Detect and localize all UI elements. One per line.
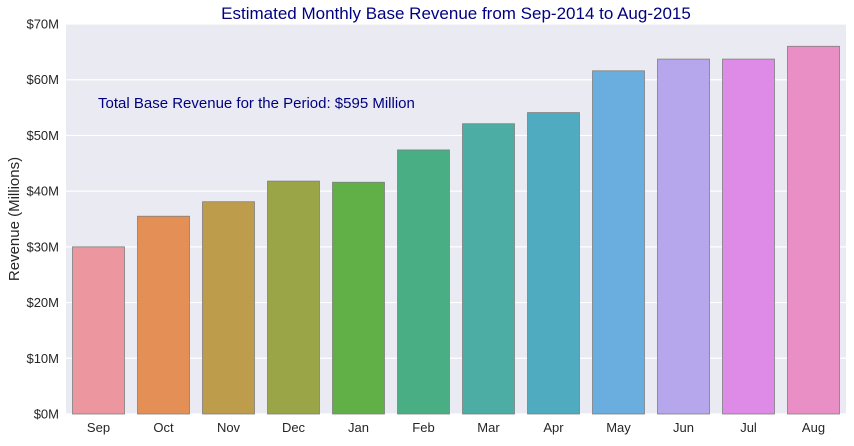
x-tick-label: May [606,420,631,435]
y-tick-label: $40M [26,184,59,199]
x-tick-label: Jul [740,420,757,435]
x-tick-label: Mar [477,420,500,435]
y-axis-label: Revenue (Millions) [6,157,23,281]
y-tick-label: $0M [34,407,59,422]
x-tick-label: Jan [348,420,369,435]
y-tick-label: $10M [26,351,59,366]
x-tick-label: Apr [543,420,564,435]
bar-jun [657,58,710,415]
total-revenue-annotation: Total Base Revenue for the Period: $595 … [98,95,415,112]
bar-dec [267,180,320,415]
bar-nov [202,201,255,415]
bar-sep [72,246,125,415]
bar-feb [397,149,450,415]
chart-title: Estimated Monthly Base Revenue from Sep-… [221,4,691,23]
bar-may [592,70,645,415]
bar-jan [332,181,385,415]
bar-aug [787,45,840,415]
x-tick-label: Sep [87,420,110,435]
x-tick-label: Dec [282,420,306,435]
y-tick-label: $70M [26,17,59,32]
gridlines [66,23,846,415]
y-axis-ticks: $0M $10M $20M $30M $40M $50M $60M $70M [26,17,59,422]
bar-jul [722,58,775,415]
bar-apr [527,112,580,415]
x-tick-label: Aug [802,420,825,435]
x-tick-label: Oct [153,420,174,435]
plot-area [66,24,846,414]
bar-mar [462,123,515,415]
bar-oct [137,215,190,415]
y-tick-label: $30M [26,239,59,254]
y-tick-label: $50M [26,128,59,143]
bars [72,45,840,415]
x-tick-label: Jun [673,420,694,435]
y-tick-label: $60M [26,72,59,87]
x-tick-label: Feb [412,420,434,435]
x-tick-label: Nov [217,420,241,435]
y-tick-label: $20M [26,295,59,310]
x-axis-ticks: Sep Oct Nov Dec Jan Feb Mar Apr May Jun Jul Aug [87,420,825,435]
